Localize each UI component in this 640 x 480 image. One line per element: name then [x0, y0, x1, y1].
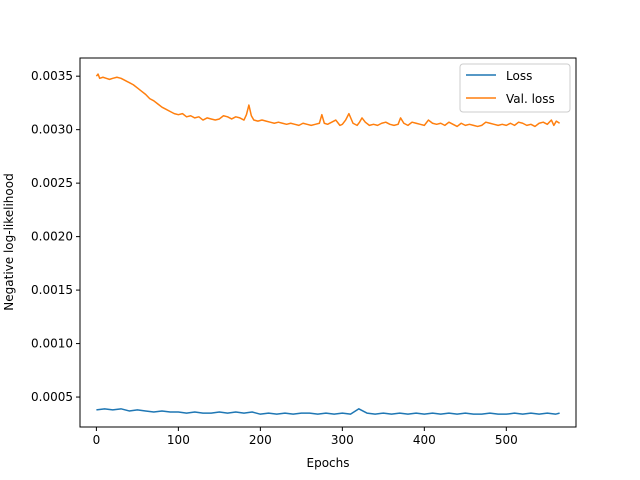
legend-label-val-loss: Val. loss [506, 92, 555, 106]
x-tick-label: 300 [331, 433, 354, 447]
y-tick-label: 0.0035 [31, 69, 73, 83]
series-layer [95, 73, 561, 415]
y-axis-label: Negative log-likelihood [2, 173, 16, 310]
y-tick-label: 0.0010 [31, 337, 73, 351]
y-tick-label: 0.0020 [31, 230, 73, 244]
legend-label-loss: Loss [506, 69, 532, 83]
legend: Loss Val. loss [459, 63, 571, 113]
x-tick-label: 200 [249, 433, 272, 447]
x-tick-label: 0 [93, 433, 101, 447]
x-tick-label: 100 [167, 433, 190, 447]
y-tick-label: 0.0025 [31, 176, 73, 190]
x-tick-label: 400 [413, 433, 436, 447]
y-tick-label: 0.0005 [31, 390, 73, 404]
x-axis-label: Epochs [307, 456, 350, 470]
plot-frame [79, 57, 577, 428]
series-line-val-loss [95, 73, 561, 128]
legend-box [459, 63, 571, 113]
series-line-loss [96, 408, 560, 415]
y-tick-label: 0.0030 [31, 123, 73, 137]
x-axis: 0 100 200 300 400 500 [93, 427, 518, 447]
x-tick-label: 500 [495, 433, 518, 447]
y-tick-label: 0.0015 [31, 283, 73, 297]
y-axis: 0.0005 0.0010 0.0015 0.0020 0.0025 0.0030 0.00… [31, 69, 80, 404]
